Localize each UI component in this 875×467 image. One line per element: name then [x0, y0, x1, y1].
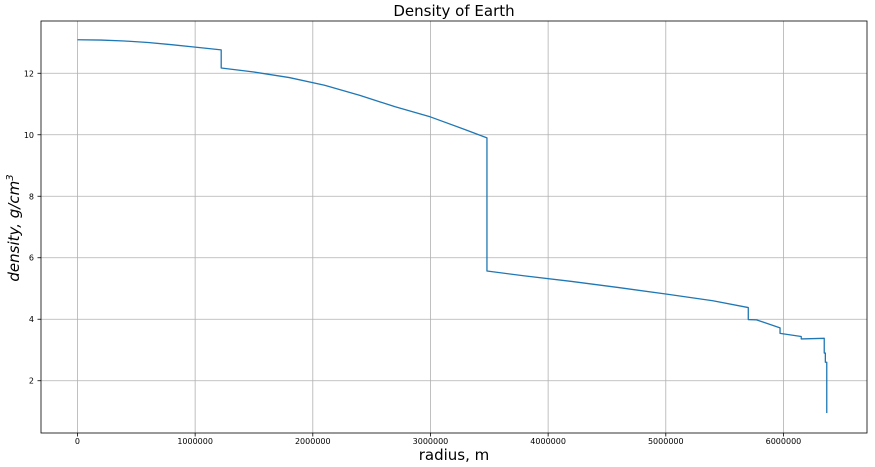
x-axis-label: radius, m — [419, 446, 490, 464]
axes-frame — [40, 20, 868, 434]
y-tick-label: 10 — [24, 131, 34, 140]
density-line — [77, 39, 828, 414]
x-tick-label: 6000000 — [766, 437, 802, 446]
x-tick-labels: 0 1000000 2000000 3000000 4000000 5000000 6000… — [75, 437, 801, 446]
y-tick-label: 8 — [29, 192, 34, 201]
chart-title: Density of Earth — [393, 2, 514, 20]
x-tick-label: 2000000 — [295, 437, 331, 446]
x-tick-label: 1000000 — [177, 437, 213, 446]
x-tick-label: 5000000 — [648, 437, 684, 446]
x-tick-label: 0 — [75, 437, 80, 446]
y-tick-label: 2 — [29, 377, 34, 386]
y-tick-label: 4 — [29, 315, 34, 324]
y-tick-labels: 2 4 6 8 10 12 — [24, 69, 34, 385]
y-tick-label: 12 — [24, 69, 34, 78]
y-axis-label-superscript: 3 — [5, 174, 16, 180]
y-axis-label: density, g/cm3 — [5, 174, 23, 281]
x-tick-label: 4000000 — [530, 437, 566, 446]
tick-marks — [37, 72, 784, 437]
y-axis-label-main: density, g/cm — [5, 181, 23, 282]
x-tick-label: 3000000 — [413, 437, 449, 446]
series-layer — [77, 39, 828, 414]
grid-lines — [41, 21, 867, 433]
y-tick-label: 6 — [29, 254, 34, 263]
